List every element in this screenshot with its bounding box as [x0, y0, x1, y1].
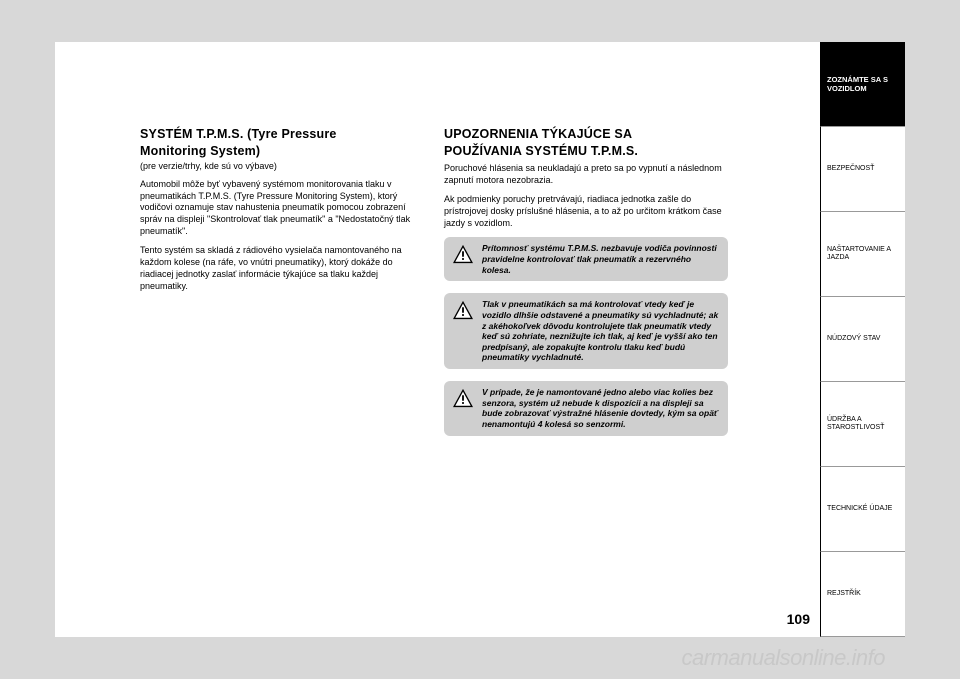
warning-icon [452, 388, 474, 408]
tab-bezpecnost[interactable]: BEZPEČNOSŤ [820, 127, 905, 212]
section-tabs: ZOZNÁMTE SA S VOZIDLOM BEZPEČNOSŤ NAŠTAR… [820, 42, 905, 637]
warning-text: Prítomnosť systému T.P.M.S. nezbavuje vo… [482, 243, 720, 275]
paragraph: Ak podmienky poruchy pretrvávajú, riadia… [444, 194, 728, 229]
paragraph: Poruchové hlásenia sa neukladajú a preto… [444, 163, 728, 186]
warning-box: V prípade, že je namontované jedno alebo… [444, 381, 728, 436]
section-subtitle: (pre verzie/trhy, kde sú vo výbave) [140, 161, 424, 171]
warning-icon [452, 244, 474, 264]
paragraph: Automobil môže byť vybavený systémom mon… [140, 179, 424, 237]
manual-page: SYSTÉM T.P.M.S. (Tyre Pressure Monitorin… [55, 42, 905, 637]
warning-box: Prítomnosť systému T.P.M.S. nezbavuje vo… [444, 237, 728, 281]
section-heading: SYSTÉM T.P.M.S. (Tyre Pressure [140, 127, 424, 142]
left-column: SYSTÉM T.P.M.S. (Tyre Pressure Monitorin… [140, 127, 424, 448]
right-column: UPOZORNENIA TÝKAJÚCE SA POUŽÍVANIA SYSTÉ… [444, 127, 728, 448]
page-number: 109 [787, 611, 810, 627]
tab-technicke[interactable]: TECHNICKÉ ÚDAJE [820, 467, 905, 552]
warning-text: Tlak v pneumatikách sa má kontrolovať vt… [482, 299, 720, 363]
section-heading: Monitoring System) [140, 144, 424, 159]
content-area: SYSTÉM T.P.M.S. (Tyre Pressure Monitorin… [140, 127, 728, 448]
tab-rejstrik[interactable]: REJSTŘÍK [820, 552, 905, 637]
tab-nastartovanie[interactable]: NAŠTARTOVANIE A JAZDA [820, 212, 905, 297]
tab-udrzba[interactable]: ÚDRŽBA A STAROSTLIVOSŤ [820, 382, 905, 467]
watermark: carmanualsonline.info [681, 645, 885, 671]
warning-icon [452, 300, 474, 320]
warning-box: Tlak v pneumatikách sa má kontrolovať vt… [444, 293, 728, 369]
section-heading: POUŽÍVANIA SYSTÉMU T.P.M.S. [444, 144, 728, 159]
tab-zoznamte[interactable]: ZOZNÁMTE SA S VOZIDLOM [820, 42, 905, 127]
tab-nudzovy[interactable]: NÚDZOVÝ STAV [820, 297, 905, 382]
section-heading: UPOZORNENIA TÝKAJÚCE SA [444, 127, 728, 142]
warning-text: V prípade, že je namontované jedno alebo… [482, 387, 720, 430]
paragraph: Tento systém sa skladá z rádiového vysie… [140, 245, 424, 292]
